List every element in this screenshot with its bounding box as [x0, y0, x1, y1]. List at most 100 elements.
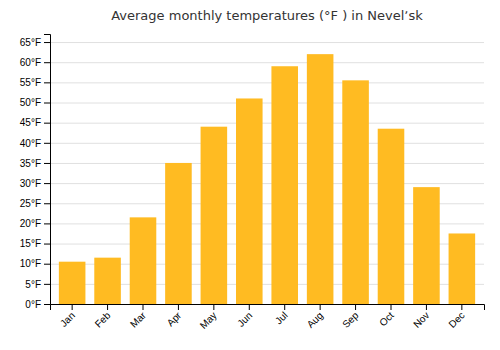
- grid-line: [50, 143, 484, 144]
- tick-label: 20°F: [20, 218, 41, 229]
- tick-mark: [44, 244, 50, 245]
- grid-tick: [50, 143, 484, 144]
- tick-label: 50°F: [20, 97, 41, 108]
- tick-label: Oct: [377, 310, 396, 329]
- y-tick: 55°F: [20, 77, 50, 88]
- y-tick: 25°F: [20, 198, 50, 209]
- tick-label: Dec: [446, 310, 466, 330]
- grid-line: [50, 82, 484, 83]
- y-tick: 0°F: [25, 299, 50, 310]
- tick-label: 65°F: [20, 37, 41, 48]
- tick-label: Jul: [273, 310, 290, 327]
- tick-label: Apr: [165, 309, 184, 328]
- tick-mark: [44, 203, 50, 204]
- title: Average monthly temperatures (°F ) in Ne…: [111, 8, 423, 23]
- bar: [165, 163, 192, 304]
- x-tick: Feb: [93, 304, 113, 330]
- tick-mark: [44, 284, 50, 285]
- bar: [307, 54, 334, 304]
- grid-tick: [50, 62, 484, 63]
- bar: [413, 187, 440, 304]
- tick-mark: [44, 183, 50, 184]
- tick-mark: [72, 304, 73, 310]
- tick-label: 15°F: [20, 238, 41, 249]
- tick-label: 5°F: [25, 279, 41, 290]
- tick-label: Sep: [340, 309, 361, 330]
- tick-mark: [44, 42, 50, 43]
- x-tick: Jan: [58, 304, 77, 329]
- grid-tick: [50, 123, 484, 124]
- y-tick: 45°F: [20, 117, 50, 128]
- tick-mark: [44, 264, 50, 265]
- grid: [50, 43, 484, 305]
- grid-line: [50, 62, 484, 63]
- tick-mark: [44, 304, 50, 305]
- chart: Jan Feb Mar Apr May Jun Jul Aug Sep Oct Nov Dec 0°F 5…: [0, 0, 500, 350]
- tick-mark: [426, 304, 427, 310]
- tick-mark: [44, 82, 50, 83]
- y-tick: 50°F: [20, 97, 50, 108]
- grid-line: [50, 183, 484, 184]
- y-tick: 5°F: [25, 279, 50, 290]
- tick-mark: [44, 123, 50, 124]
- y-tick: 40°F: [20, 138, 50, 149]
- grid-line: [50, 42, 484, 43]
- tick-label: 0°F: [25, 299, 41, 310]
- grid-line: [50, 163, 484, 164]
- tick-mark: [44, 103, 50, 104]
- grid-tick: [50, 42, 484, 43]
- bar: [94, 258, 121, 304]
- axis-line: [51, 305, 485, 311]
- bars: [59, 54, 475, 304]
- x-tick: May: [198, 304, 219, 331]
- tick-label: Feb: [93, 309, 113, 329]
- grid-line: [50, 103, 484, 104]
- tick-label: Aug: [305, 310, 325, 330]
- bar: [271, 66, 298, 304]
- tick-label: Jan: [58, 310, 77, 329]
- grid-tick: [50, 163, 484, 164]
- x-tick: Oct: [377, 304, 396, 328]
- y-axis: 0°F5°F10°F15°F20°F25°F30°F35°F40°F45°F50…: [20, 35, 51, 310]
- x-tick: Dec: [446, 304, 466, 330]
- x-tick: Sep: [340, 304, 361, 330]
- x-tick: Mar: [128, 304, 148, 330]
- tick-label: 40°F: [20, 138, 41, 149]
- tick-label: 45°F: [20, 117, 41, 128]
- x-tick: Jul: [273, 304, 290, 326]
- y-tick: 10°F: [20, 258, 50, 269]
- x-axis: Jan Feb Mar Apr May Jun Jul Aug Sep Oct Nov Dec: [51, 304, 485, 331]
- tick-label: Nov: [411, 310, 431, 330]
- tick-label: Jun: [235, 310, 254, 329]
- tick-mark: [44, 62, 50, 63]
- tick-mark: [249, 304, 250, 310]
- tick-label: 25°F: [20, 198, 41, 209]
- y-tick: 20°F: [20, 218, 50, 229]
- x-tick: Aug: [305, 304, 325, 330]
- tick-label: May: [198, 310, 219, 331]
- tick-mark: [355, 304, 356, 310]
- x-tick: Apr: [165, 304, 184, 328]
- y-tick: 65°F: [20, 37, 50, 48]
- bar: [342, 80, 369, 304]
- tick-label: 10°F: [20, 258, 41, 269]
- tick-mark: [213, 304, 214, 310]
- x-tick: Jun: [235, 304, 254, 329]
- tick-mark: [461, 304, 462, 310]
- tick-mark: [107, 304, 108, 310]
- tick-mark: [44, 223, 50, 224]
- bar: [236, 98, 263, 304]
- grid-line: [50, 123, 484, 124]
- tick-mark: [178, 304, 179, 310]
- bar: [201, 127, 228, 304]
- tick-label: 35°F: [20, 158, 41, 169]
- tick-label: Mar: [128, 309, 148, 329]
- tick-mark: [143, 304, 144, 310]
- x-tick: Nov: [411, 304, 431, 330]
- tick-label: 55°F: [20, 77, 41, 88]
- grid-tick: [50, 103, 484, 104]
- y-tick: 35°F: [20, 158, 50, 169]
- y-tick: 15°F: [20, 238, 50, 249]
- grid-tick: [50, 183, 484, 184]
- bar: [130, 217, 157, 304]
